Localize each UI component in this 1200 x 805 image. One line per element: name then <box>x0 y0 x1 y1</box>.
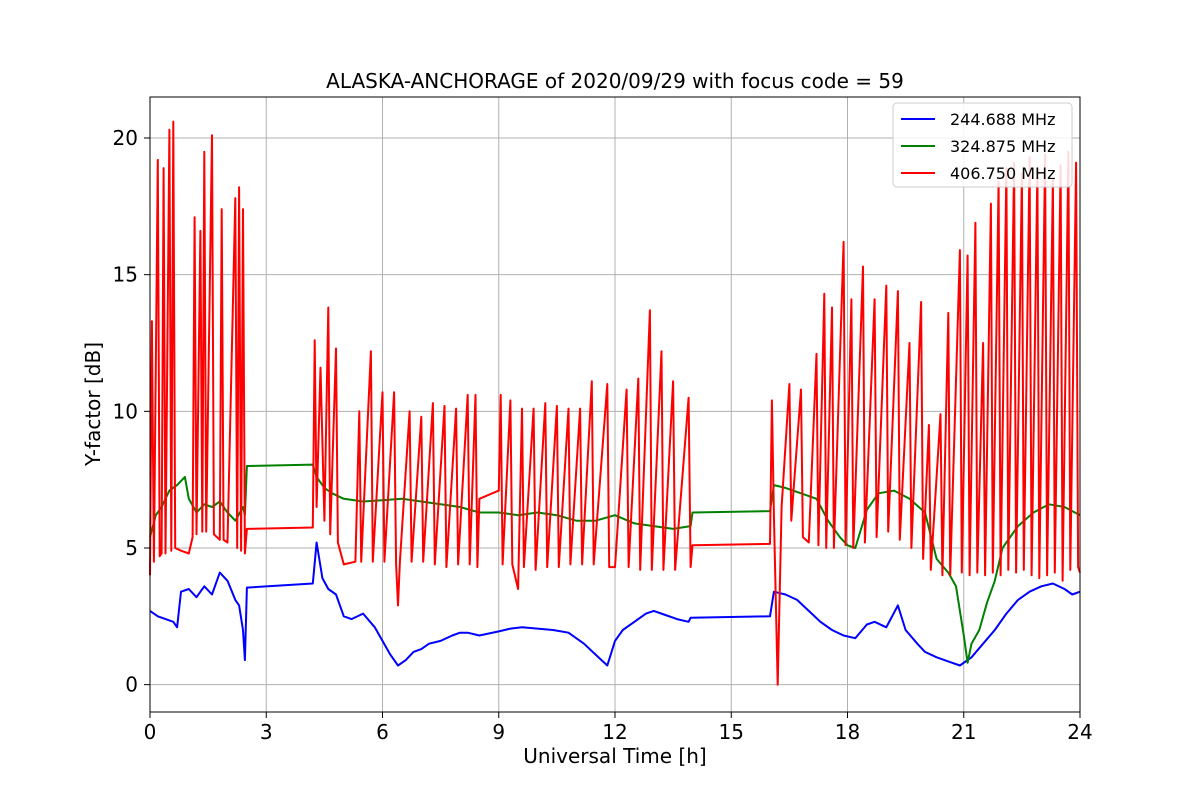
series-line-2 <box>149 463 1081 664</box>
y-tick-label: 0 <box>125 673 138 697</box>
x-tick-label: 3 <box>260 720 273 744</box>
series-line-1 <box>149 541 1081 667</box>
series-line-3 <box>149 120 1081 686</box>
legend-label-3: 406.750 MHz <box>950 164 1055 183</box>
y-axis-ticks: 0 5 10 15 20 <box>113 126 150 697</box>
x-tick-label: 21 <box>951 720 976 744</box>
x-tick-label: 24 <box>1067 720 1092 744</box>
x-axis-label: Universal Time [h] <box>523 744 706 768</box>
x-tick-label: 0 <box>144 720 157 744</box>
x-tick-label: 15 <box>719 720 744 744</box>
y-tick-label: 20 <box>113 126 138 150</box>
x-tick-label: 6 <box>376 720 389 744</box>
legend: 244.688 MHz 324.875 MHz 406.750 MHz <box>892 102 1073 188</box>
legend-label-1: 244.688 MHz <box>950 110 1055 129</box>
chart-title: ALASKA-ANCHORAGE of 2020/09/29 with focu… <box>326 69 904 93</box>
y-tick-label: 10 <box>113 399 138 423</box>
y-tick-label: 15 <box>113 263 138 287</box>
x-axis-ticks: 0 3 6 9 12 15 18 21 24 <box>144 712 1093 744</box>
legend-label-2: 324.875 MHz <box>950 137 1055 156</box>
series-lines <box>149 120 1081 686</box>
y-tick-label: 5 <box>125 536 138 560</box>
y-axis-label: Y-factor [dB] <box>81 342 105 467</box>
legend-box <box>892 102 1073 188</box>
x-tick-label: 12 <box>602 720 627 744</box>
x-tick-label: 18 <box>835 720 860 744</box>
grid-lines <box>149 97 1081 712</box>
x-tick-label: 9 <box>492 720 505 744</box>
